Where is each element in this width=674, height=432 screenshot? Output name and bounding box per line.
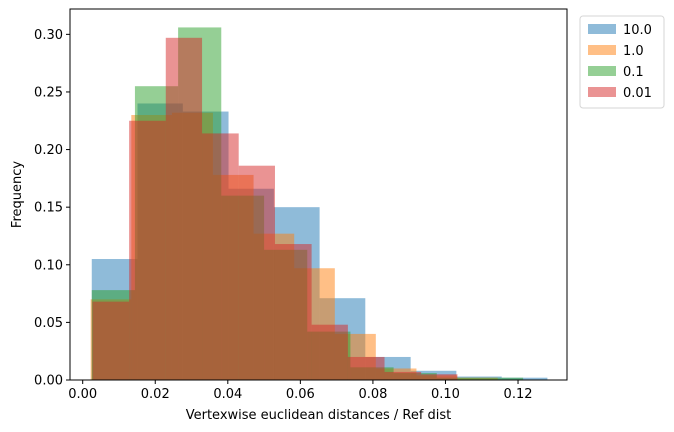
y-axis-label: Frequency [10, 161, 25, 228]
legend-swatch [588, 45, 616, 55]
bars-layer [90, 27, 548, 381]
y-axis-ticks: 0.00 0.05 0.10 0.15 0.20 0.25 0.30 [34, 28, 70, 389]
y-tick-label: 0.00 [34, 374, 63, 389]
x-tick-label: 0.08 [358, 387, 387, 402]
x-tick-label: 0.06 [286, 387, 315, 402]
histogram-bar [165, 37, 203, 380]
y-tick-label: 0.05 [34, 316, 63, 331]
histogram-bar [311, 324, 348, 380]
histogram-bar [436, 377, 480, 380]
histogram-bar [129, 120, 166, 381]
histogram-bar [384, 371, 422, 380]
x-tick-label: 0.12 [504, 387, 533, 402]
series-0_01 [92, 37, 458, 381]
histogram-bar [274, 244, 312, 380]
legend-label: 0.1 [623, 65, 644, 80]
legend-swatch [588, 87, 616, 97]
y-tick-label: 0.25 [34, 85, 63, 100]
x-axis-ticks: 0.00 0.02 0.04 0.06 0.08 0.10 0.12 [68, 380, 533, 402]
y-tick-label: 0.15 [34, 201, 63, 216]
x-axis-label: Vertexwise euclidean distances / Ref dis… [186, 408, 452, 423]
histogram-bar [92, 301, 130, 380]
histogram-bar [347, 356, 385, 380]
histogram-bar [421, 374, 458, 380]
legend-box [579, 15, 665, 109]
legend-label: 0.01 [623, 86, 652, 101]
legend-label: 1.0 [623, 44, 644, 59]
legend-swatch [588, 66, 616, 76]
histogram-bar [238, 165, 275, 380]
y-tick-label: 0.10 [34, 258, 63, 273]
legend-swatch [588, 24, 616, 34]
histogram-bar [501, 377, 548, 380]
x-tick-label: 0.10 [431, 387, 460, 402]
y-tick-label: 0.30 [34, 28, 63, 43]
axes-frame [69, 8, 568, 381]
y-tick-label: 0.20 [34, 143, 63, 158]
x-tick-label: 0.00 [68, 387, 97, 402]
legend-label: 10.0 [623, 23, 652, 38]
histogram-bar [479, 377, 524, 380]
x-tick-label: 0.02 [141, 387, 170, 402]
histogram-bar [202, 133, 239, 380]
legend: 10.0 1.0 0.1 0.01 [579, 15, 665, 109]
x-tick-label: 0.04 [213, 387, 242, 402]
